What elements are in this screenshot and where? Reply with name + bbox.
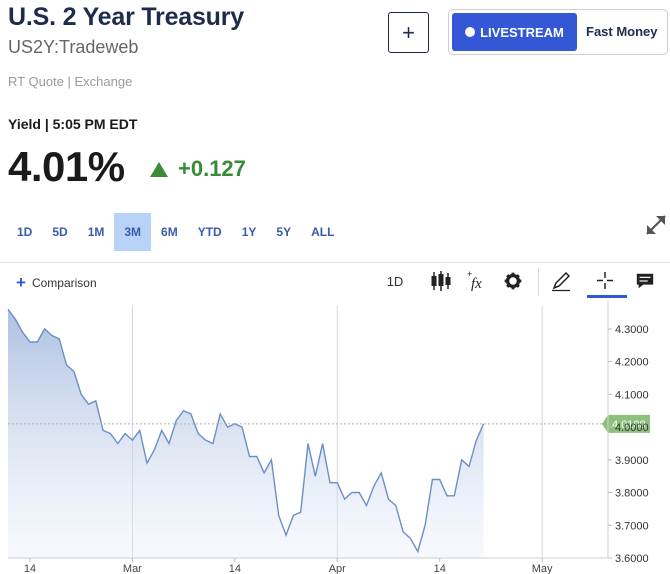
range-tab-6m[interactable]: 6M [161, 225, 178, 239]
x-tick-label: May [532, 563, 553, 574]
y-tick-label: 3.6000 [615, 553, 649, 565]
comparison-button[interactable]: + Comparison [16, 273, 97, 293]
x-tick-label: Mar [123, 563, 142, 574]
svg-text:+: + [467, 269, 472, 279]
yield-area [8, 309, 484, 558]
range-tab-1d[interactable]: 1D [17, 225, 33, 239]
range-tab-5y[interactable]: 5Y [276, 225, 292, 239]
up-arrow-icon [150, 161, 168, 177]
x-tick-label: 14 [434, 563, 446, 574]
chart-marks: 4.0100 [8, 414, 650, 433]
toolbar-divider [538, 268, 539, 296]
pencil-icon[interactable] [550, 269, 572, 293]
range-tab-1m[interactable]: 1M [87, 225, 105, 239]
comparison-label: Comparison [31, 276, 97, 290]
y-tick-label: 4.1000 [615, 389, 649, 401]
livestream-widget: LIVESTREAM Fast Money [448, 9, 668, 55]
range-tab-3m[interactable]: 3M [114, 213, 152, 251]
last-price-label: 4.0100 [612, 419, 646, 431]
yield-line [7, 308, 485, 554]
yield-timestamp: Yield | 5:05 PM EDT [8, 116, 138, 132]
add-to-watchlist-button[interactable]: + [388, 12, 429, 53]
y-tick-label: 3.8000 [615, 488, 649, 500]
chart-toolbar: + Comparison 1D + fx [0, 262, 670, 298]
x-tick-label: Apr [329, 563, 346, 574]
range-tab-5d[interactable]: 5D [52, 225, 68, 239]
candlestick-icon[interactable] [430, 269, 452, 293]
fast-money-link[interactable]: Fast Money [586, 24, 658, 39]
settings-icon[interactable] [503, 269, 523, 293]
y-tick-label: 4.2000 [615, 357, 649, 369]
crosshair-active-indicator [587, 295, 627, 298]
function-icon[interactable]: + fx [466, 269, 488, 293]
last-price-tag [602, 414, 650, 433]
svg-text:fx: fx [471, 276, 482, 292]
y-tick-label: 4.0000 [615, 422, 649, 434]
y-tick-label: 3.7000 [615, 520, 649, 532]
chart-axes: 4.3000 4.2000 4.1000 4.0000 3.9000 3.8000 3.70… [8, 300, 649, 574]
change-value: +0.127 [178, 156, 246, 181]
last-price: 4.01% [8, 143, 125, 190]
quote-source: RT Quote | Exchange [8, 74, 133, 89]
crosshair-icon[interactable] [594, 269, 616, 293]
comment-icon[interactable] [635, 269, 655, 293]
price-chart[interactable]: 4.0100 4.3000 4.2000 4.1000 4.0000 3.9000 3.8… [0, 300, 670, 574]
plus-icon: + [16, 273, 26, 292]
y-tick-label: 3.9000 [615, 455, 649, 467]
y-tick-label: 4.3000 [615, 324, 649, 336]
livestream-button[interactable]: LIVESTREAM [452, 13, 577, 51]
time-range-tabs: 1D 5D 1M 3M 6M YTD 1Y 5Y ALL [7, 213, 344, 251]
page-title: U.S. 2 Year Treasury [8, 3, 244, 31]
range-tab-all[interactable]: ALL [311, 225, 335, 239]
expand-icon[interactable] [643, 212, 669, 238]
ticker-symbol: US2Y:Tradeweb [8, 37, 139, 57]
x-tick-label: 14 [229, 563, 241, 574]
livestream-label: LIVESTREAM [480, 24, 564, 40]
price-change: +0.127 [150, 156, 246, 182]
live-dot-icon [465, 27, 476, 37]
range-tab-ytd[interactable]: YTD [197, 225, 222, 239]
x-tick-label: 14 [24, 563, 36, 574]
interval-selector[interactable]: 1D [386, 273, 404, 289]
range-tab-1y[interactable]: 1Y [241, 225, 257, 239]
